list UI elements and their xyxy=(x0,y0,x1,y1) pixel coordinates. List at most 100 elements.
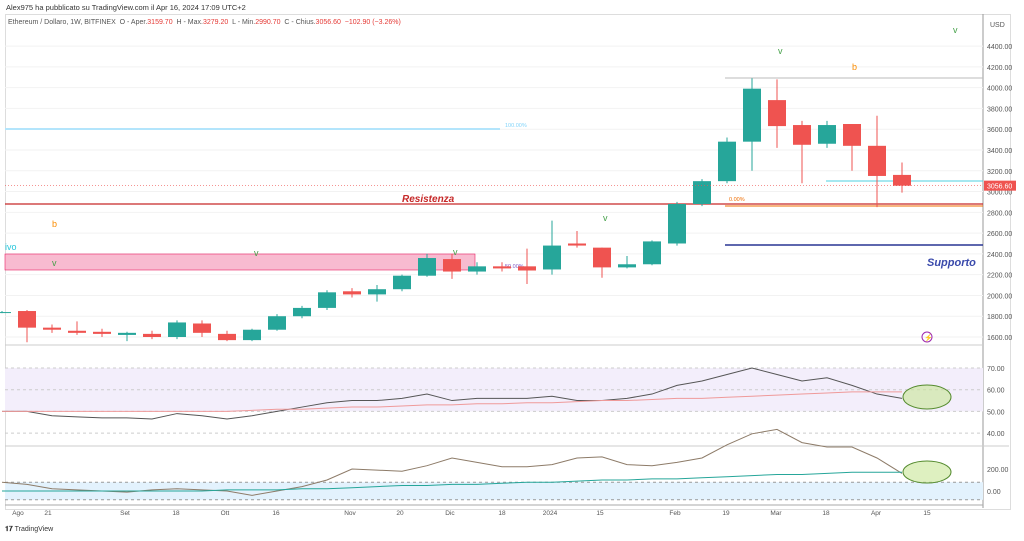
rsi-line xyxy=(2,367,903,420)
open-value: 3159.70 xyxy=(147,19,173,26)
tradingview-logo: 𝟏𝟕 TradingView xyxy=(5,526,54,533)
time-tick: 18 xyxy=(172,510,180,517)
candle-body xyxy=(468,266,486,272)
rsi-tick: 60.00 xyxy=(987,388,1005,395)
time-tick: 15 xyxy=(596,510,604,517)
candle-body xyxy=(68,330,86,333)
annotation-mark: v xyxy=(254,248,259,258)
time-tick: 21 xyxy=(44,510,52,517)
rsi-ma-line xyxy=(2,391,902,412)
candle-body xyxy=(518,266,536,271)
candle-body xyxy=(368,289,386,295)
candle-body xyxy=(693,181,711,205)
lightning-icon: ⚡ xyxy=(924,333,933,342)
price-tick: 2800.00 xyxy=(987,210,1012,217)
candle-body xyxy=(43,327,61,330)
time-tick: 18 xyxy=(822,510,830,517)
resistance-label: Resistenza xyxy=(402,194,455,205)
annotation-mark: v xyxy=(453,247,458,257)
candle-body xyxy=(0,312,11,314)
candle-body xyxy=(218,333,236,341)
candle-body xyxy=(18,311,36,328)
annotation-mark: v xyxy=(52,258,57,268)
last-price-badge xyxy=(984,180,1016,191)
time-tick: 15 xyxy=(923,510,931,517)
price-tick: 1800.00 xyxy=(987,314,1012,321)
time-tick: 18 xyxy=(498,510,506,517)
symbol: Ethereum / Dollaro, 1W, BITFINEX xyxy=(8,19,116,26)
fib-0-label: 0.00% xyxy=(729,197,745,203)
candle-body xyxy=(168,322,186,337)
time-tick: 16 xyxy=(272,510,280,517)
time-tick: Ott xyxy=(221,510,230,517)
fib-50-label: 50.00% xyxy=(505,264,524,270)
osc-ma-line xyxy=(2,471,902,492)
candle-body xyxy=(868,145,886,176)
time-tick: 2024 xyxy=(543,510,558,517)
close-label: C - Chius. xyxy=(284,19,316,26)
candle-body xyxy=(618,264,636,268)
candle-body xyxy=(543,245,561,270)
lightning-icon xyxy=(921,331,933,343)
annotation-mark: b xyxy=(52,219,57,229)
time-tick: 19 xyxy=(722,510,730,517)
last-price-label: 3056.60 xyxy=(987,184,1012,191)
currency-label: USD xyxy=(990,22,1005,29)
osc-line xyxy=(1,428,903,496)
price-tick: 3400.00 xyxy=(987,148,1012,155)
annotation-mark: v xyxy=(953,25,958,35)
price-tick: 3600.00 xyxy=(987,127,1012,134)
price-tick: 4200.00 xyxy=(987,65,1012,72)
partial-label: ivo xyxy=(5,242,17,252)
ohlc-legend: Ethereum / Dollaro, 1W, BITFINEX O - Ape… xyxy=(8,19,401,26)
high-value: 3279.20 xyxy=(202,19,229,26)
highlight-ellipse xyxy=(902,384,952,410)
candle-body xyxy=(443,259,461,272)
time-tick: Dic xyxy=(445,510,455,517)
close-value: 3056.60 xyxy=(315,19,341,26)
price-tick: 2600.00 xyxy=(987,231,1012,238)
price-tick: 2000.00 xyxy=(987,293,1012,300)
candle-body xyxy=(118,332,136,335)
price-tick: 3000.00 xyxy=(987,190,1012,197)
fib-100-label: 100.00% xyxy=(505,123,527,129)
time-tick: Apr xyxy=(871,510,882,517)
change-value: −102.90 (−3.26%) xyxy=(344,19,401,26)
time-tick: Mar xyxy=(770,510,782,517)
candle-body xyxy=(93,331,111,334)
time-tick: 20 xyxy=(396,510,404,517)
candle-body xyxy=(668,204,686,244)
annotation-mark: v xyxy=(778,46,783,56)
low-label: L - Min. xyxy=(232,19,256,26)
candle-body xyxy=(193,323,211,333)
candle-body xyxy=(143,333,161,337)
candle-body xyxy=(568,243,586,246)
candle-body xyxy=(343,291,361,295)
support-label: Supporto xyxy=(927,257,976,269)
candle-body xyxy=(593,247,611,268)
candle-body xyxy=(768,100,786,127)
publish-info: Alex975 ha pubblicato su TradingView.com… xyxy=(6,3,246,12)
candle-body xyxy=(493,266,511,269)
open-label: O - Aper. xyxy=(119,19,148,26)
candle-body xyxy=(243,329,261,341)
time-tick: Ago xyxy=(12,510,24,517)
candle-body xyxy=(318,292,336,308)
candle-body xyxy=(893,174,911,186)
price-tick: 4000.00 xyxy=(987,86,1012,93)
candle-body xyxy=(393,275,411,290)
annotation-mark: b xyxy=(852,62,857,72)
candle-body xyxy=(718,141,736,182)
price-tick: 2200.00 xyxy=(987,273,1012,280)
candle-body xyxy=(793,125,811,145)
rsi-tick: 50.00 xyxy=(987,409,1005,416)
osc-tick: 0.00 xyxy=(987,489,1001,496)
time-tick: Feb xyxy=(669,510,681,517)
price-tick: 4400.00 xyxy=(987,44,1012,51)
candle-body xyxy=(293,307,311,317)
brand-label: TradingView xyxy=(14,526,54,533)
candle-body xyxy=(418,258,436,276)
pink-zone xyxy=(4,253,476,271)
osc-tick: 200.00 xyxy=(987,467,1009,474)
